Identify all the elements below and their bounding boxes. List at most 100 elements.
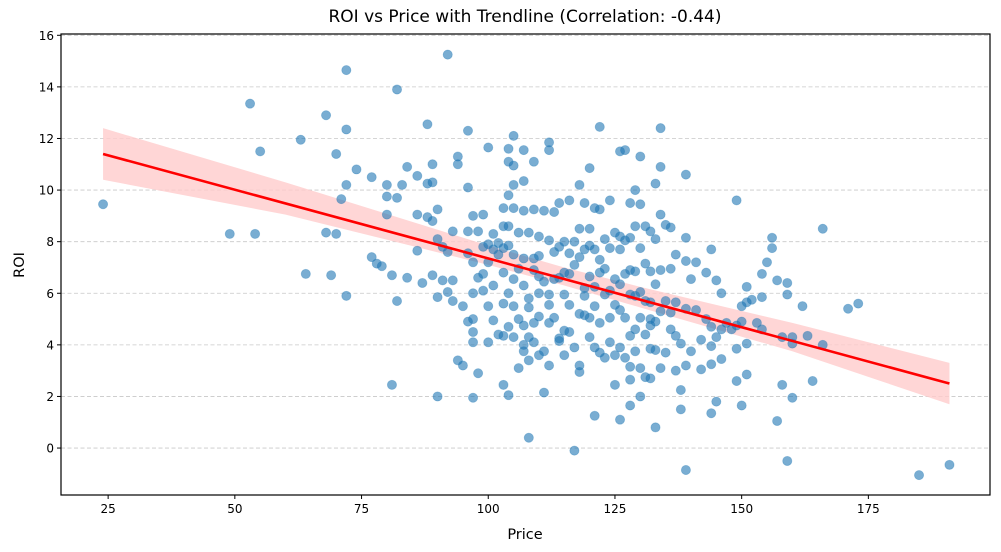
data-point <box>711 332 722 343</box>
data-point <box>321 110 332 121</box>
data-point <box>782 289 793 300</box>
data-point <box>513 314 524 325</box>
data-point <box>544 360 555 371</box>
data-point <box>245 98 256 109</box>
data-point <box>716 288 727 299</box>
data-point <box>797 301 808 312</box>
data-point <box>756 268 767 279</box>
data-point <box>615 305 626 316</box>
data-point <box>427 159 438 170</box>
data-point <box>706 359 717 370</box>
data-point <box>640 258 651 269</box>
data-point <box>670 330 681 341</box>
data-point <box>498 267 509 278</box>
data-point <box>675 404 686 415</box>
confidence-band <box>103 128 950 405</box>
data-point <box>620 312 631 323</box>
data-point <box>498 379 509 390</box>
data-point <box>447 296 458 307</box>
data-point <box>599 352 610 363</box>
data-point <box>498 203 509 214</box>
data-point <box>341 124 352 135</box>
data-point <box>523 432 534 443</box>
data-point <box>518 205 529 216</box>
data-point <box>680 256 691 267</box>
data-point <box>381 191 392 202</box>
data-point <box>326 270 337 281</box>
plot-frame <box>60 33 991 496</box>
data-point <box>680 232 691 243</box>
data-point <box>574 179 585 190</box>
data-point <box>392 192 403 203</box>
confidence-band-group <box>103 128 950 405</box>
data-point <box>392 296 403 307</box>
data-point <box>701 267 712 278</box>
data-point <box>528 156 539 167</box>
data-point <box>680 169 691 180</box>
data-point <box>635 363 646 374</box>
x-tick-label: 125 <box>604 502 627 516</box>
data-point <box>468 337 479 348</box>
data-point <box>609 379 620 390</box>
data-point <box>528 337 539 348</box>
data-point <box>564 195 575 206</box>
x-tick-label: 75 <box>354 502 369 516</box>
data-point <box>843 303 854 314</box>
data-point <box>650 316 661 327</box>
data-point <box>817 223 828 234</box>
data-point <box>635 151 646 162</box>
data-point <box>741 281 752 292</box>
data-point <box>452 159 463 170</box>
data-point <box>503 221 514 232</box>
data-point <box>518 176 529 187</box>
data-point <box>625 232 636 243</box>
data-point <box>503 288 514 299</box>
trendline <box>102 152 950 385</box>
data-point <box>604 195 615 206</box>
data-point <box>615 244 626 255</box>
data-point <box>462 125 473 136</box>
data-point <box>569 259 580 270</box>
y-tick-label: 8 <box>46 235 54 249</box>
x-tick-label: 175 <box>857 502 880 516</box>
data-point <box>615 279 626 290</box>
data-point <box>488 228 499 239</box>
data-point <box>665 324 676 335</box>
data-point <box>457 360 468 371</box>
data-point <box>427 177 438 188</box>
data-point <box>402 161 413 172</box>
data-point <box>473 368 484 379</box>
data-point <box>655 209 666 220</box>
data-point <box>503 240 514 251</box>
data-point <box>295 134 306 145</box>
data-point <box>427 270 438 281</box>
data-point <box>589 244 600 255</box>
data-point <box>508 160 519 171</box>
data-point <box>523 355 534 366</box>
data-point <box>584 223 595 234</box>
data-point <box>579 290 590 301</box>
data-point <box>706 244 717 255</box>
data-point <box>402 272 413 283</box>
data-point <box>569 445 580 456</box>
data-point <box>331 228 342 239</box>
data-point <box>615 414 626 425</box>
y-tick-label: 14 <box>39 80 54 94</box>
data-point <box>224 228 235 239</box>
data-point <box>711 275 722 286</box>
data-point <box>589 301 600 312</box>
data-point <box>736 316 747 327</box>
data-point <box>483 301 494 312</box>
data-point <box>660 347 671 358</box>
data-point <box>594 121 605 132</box>
data-point <box>741 369 752 380</box>
data-point <box>513 363 524 374</box>
data-point <box>341 65 352 76</box>
data-point <box>711 396 722 407</box>
data-point <box>468 288 479 299</box>
data-point <box>594 254 605 265</box>
data-point <box>645 266 656 277</box>
data-point <box>574 366 585 377</box>
data-point <box>98 199 109 210</box>
data-point <box>478 285 489 296</box>
